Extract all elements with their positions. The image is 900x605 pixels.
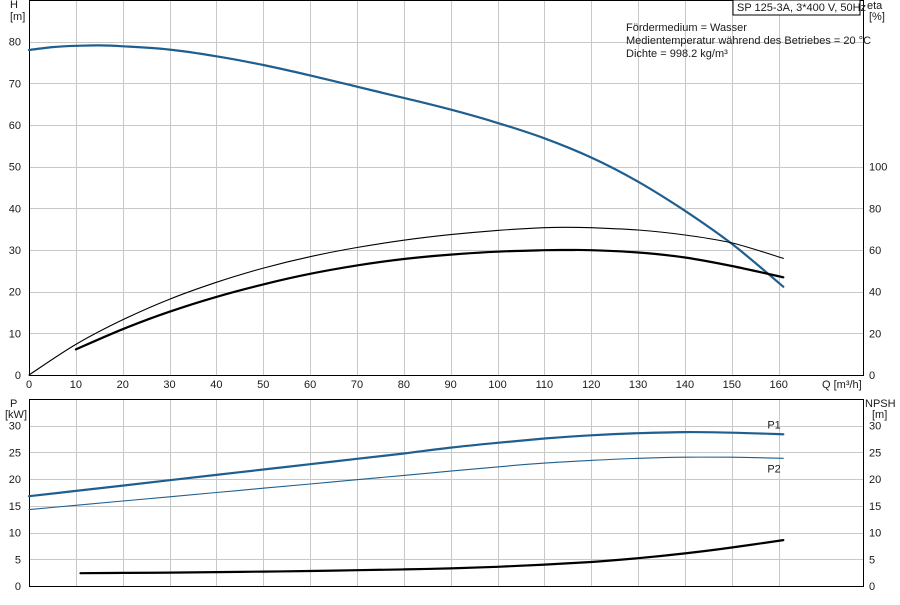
top-x-tick-label: 60 bbox=[304, 379, 316, 391]
top-x-tick-label: 160 bbox=[769, 379, 787, 391]
top-x-tick-label: 10 bbox=[70, 379, 82, 391]
bottom-panel: 0 5 10 15 20 25 30 0 5 10 15 20 25 30 P[kW] NPSH[m] P1 P2 bbox=[5, 398, 896, 593]
top-series-line-0 bbox=[27, 44, 785, 288]
bottom-grid bbox=[29, 399, 863, 587]
top-right-tick-label: 20 bbox=[869, 328, 881, 340]
top-x-tick-label: 130 bbox=[629, 379, 647, 391]
top-left-tick-label: 20 bbox=[9, 287, 21, 299]
top-series-line-2 bbox=[74, 248, 785, 351]
top-grid bbox=[29, 0, 863, 376]
pump-label: SP 125-3A, 3*400 V, 50Hz bbox=[737, 2, 866, 14]
top-right-tick-label: 40 bbox=[869, 287, 881, 299]
top-right-axis-label: [%] bbox=[869, 11, 885, 23]
top-left-tick-label: 80 bbox=[9, 37, 21, 49]
top-right-tick-label: 100 bbox=[869, 162, 887, 174]
top-x-tick-label: 90 bbox=[445, 379, 457, 391]
bottom-left-tick-label: 15 bbox=[9, 501, 21, 513]
series-p2-line bbox=[28, 456, 784, 511]
bottom-right-tick-label: 10 bbox=[869, 528, 881, 540]
bottom-right-tick-label: 0 bbox=[869, 581, 875, 593]
bottom-series-line-2 bbox=[79, 539, 785, 575]
bottom-left-tick-label: 5 bbox=[15, 554, 21, 566]
series-p2-label: P2 bbox=[767, 463, 780, 475]
top-left-tick-label: 40 bbox=[9, 203, 21, 215]
top-x-tick-label: 70 bbox=[351, 379, 363, 391]
info-box: SP 125-3A, 3*400 V, 50Hz Fördermedium = … bbox=[626, 0, 871, 60]
bottom-right-axis-label: NPSH bbox=[865, 398, 896, 410]
top-series-group bbox=[27, 44, 785, 376]
bottom-right-tick-label: 30 bbox=[869, 421, 881, 433]
top-left-tick-label: 50 bbox=[9, 162, 21, 174]
series-p1-label: P1 bbox=[767, 419, 780, 431]
top-x-tick-label: 0 bbox=[26, 379, 32, 391]
bottom-right-tick-label: 25 bbox=[869, 447, 881, 459]
bottom-right-tick-label: 15 bbox=[869, 501, 881, 513]
top-x-tick-label: 80 bbox=[398, 379, 410, 391]
bottom-left-tick-label: 0 bbox=[15, 581, 21, 593]
top-x-tick-label: 30 bbox=[163, 379, 175, 391]
info-line-medium: Fördermedium = Wasser bbox=[626, 22, 747, 34]
bottom-series-group: P1 P2 bbox=[27, 419, 785, 575]
top-x-tick-label: 20 bbox=[117, 379, 129, 391]
top-x-tick-label: 50 bbox=[257, 379, 269, 391]
top-x-tick-label: 120 bbox=[582, 379, 600, 391]
top-panel: 0 10 20 30 40 50 60 70 80 0 20 40 60 80 100 0 10 20 30 40 50… bbox=[9, 0, 888, 391]
top-right-tick-label: 0 bbox=[869, 370, 875, 382]
top-right-tick-label: 60 bbox=[869, 245, 881, 257]
top-x-tick-label: 40 bbox=[210, 379, 222, 391]
bottom-left-axis-label: P bbox=[10, 398, 17, 410]
bottom-plot-frame bbox=[29, 399, 864, 587]
top-left-axis-label: H bbox=[10, 0, 18, 11]
top-left-axis-label: [m] bbox=[10, 11, 25, 23]
top-left-tick-label: 0 bbox=[15, 370, 21, 382]
top-x-tick-label: 100 bbox=[488, 379, 506, 391]
series-p1-line bbox=[27, 430, 785, 498]
info-line-density: Dichte = 998.2 kg/m³ bbox=[626, 48, 728, 60]
bottom-right-tick-label: 5 bbox=[869, 554, 875, 566]
top-tick-labels: 0 10 20 30 40 50 60 70 80 0 20 40 60 80 100 0 10 20 30 40 50… bbox=[9, 37, 888, 391]
top-x-tick-label: 140 bbox=[676, 379, 694, 391]
bottom-left-axis-label: [kW] bbox=[5, 409, 27, 421]
bottom-tick-labels: 0 5 10 15 20 25 30 0 5 10 15 20 25 30 bbox=[9, 421, 882, 593]
bottom-right-axis-label: [m] bbox=[872, 409, 887, 421]
bottom-left-tick-label: 30 bbox=[9, 421, 21, 433]
top-x-axis-label: Q [m³/h] bbox=[822, 379, 862, 391]
bottom-left-tick-label: 25 bbox=[9, 447, 21, 459]
top-left-tick-label: 10 bbox=[9, 328, 21, 340]
top-right-axis-label: eta bbox=[867, 0, 883, 12]
top-plot-frame bbox=[29, 0, 864, 376]
top-left-tick-label: 70 bbox=[9, 78, 21, 90]
top-right-tick-label: 80 bbox=[869, 203, 881, 215]
top-series-line-1 bbox=[28, 226, 784, 376]
info-line-temperature: Medientemperatur während des Betriebes =… bbox=[626, 35, 871, 47]
top-x-tick-label: 150 bbox=[723, 379, 741, 391]
bottom-left-tick-label: 10 bbox=[9, 528, 21, 540]
top-x-tick-label: 110 bbox=[536, 379, 554, 391]
bottom-right-tick-label: 20 bbox=[869, 474, 881, 486]
top-left-tick-label: 30 bbox=[9, 245, 21, 257]
pump-label-frame bbox=[732, 0, 861, 16]
top-left-tick-label: 60 bbox=[9, 120, 21, 132]
bottom-left-tick-label: 20 bbox=[9, 474, 21, 486]
